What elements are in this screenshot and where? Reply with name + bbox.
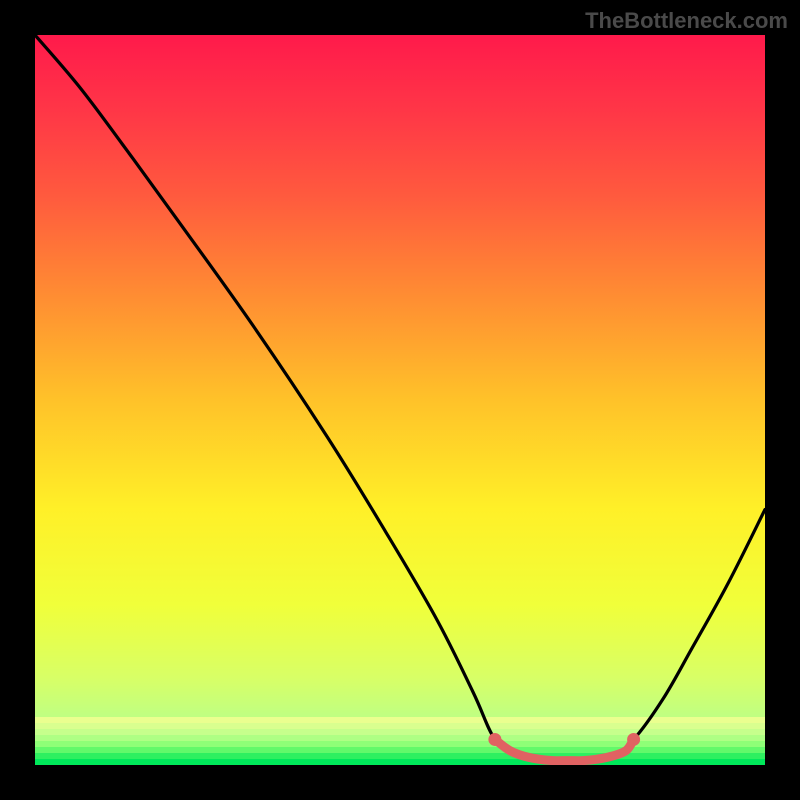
valley-marker-end-dot bbox=[627, 733, 640, 746]
valley-marker-segment bbox=[495, 739, 634, 760]
plot-frame bbox=[35, 35, 765, 765]
watermark-text: TheBottleneck.com bbox=[585, 8, 788, 34]
chart-curve-layer bbox=[35, 35, 765, 765]
valley-marker-start-dot bbox=[488, 733, 501, 746]
bottleneck-curve bbox=[35, 35, 765, 761]
